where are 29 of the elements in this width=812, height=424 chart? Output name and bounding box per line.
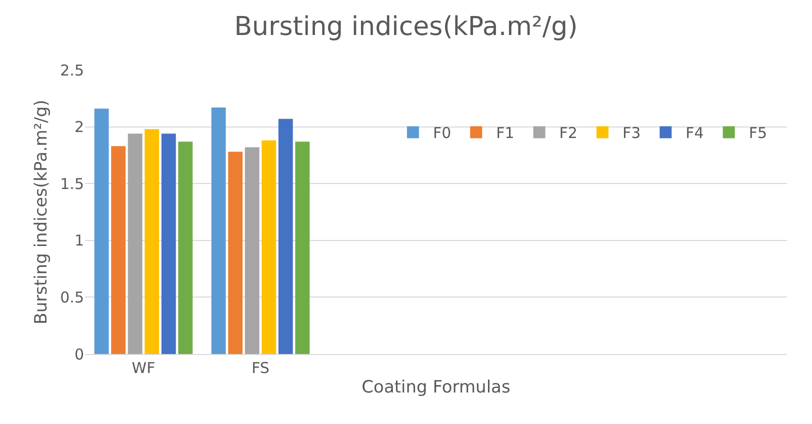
bar [111, 146, 126, 354]
y-tick-label: 0 [74, 345, 84, 364]
bar [211, 107, 226, 354]
y-tick-label: 1.5 [60, 174, 84, 193]
y-axis-title: Bursting indices(kPa.m²/g) [32, 100, 52, 324]
y-tick-label: 0.5 [60, 288, 84, 306]
bar [128, 134, 142, 354]
bar [178, 142, 193, 354]
bar [278, 118, 293, 354]
bar [144, 129, 160, 354]
bar [244, 147, 260, 354]
chart-title: Bursting indices(kPa.m²/g) [234, 12, 578, 42]
x-tick-label: FS [252, 359, 270, 377]
y-tick-label: 2.5 [60, 61, 84, 80]
legend-label: F1 [496, 124, 514, 142]
legend-label: F3 [622, 124, 641, 142]
y-tick-label: 1 [74, 232, 84, 250]
legend-label: F4 [686, 124, 704, 142]
y-tick-label: 2 [74, 118, 84, 136]
legend-label: F5 [748, 124, 767, 142]
bar [161, 134, 176, 354]
bar [228, 152, 243, 354]
x-axis-title: Coating Formulas [362, 377, 510, 398]
bar [94, 108, 109, 354]
legend-label: F2 [559, 124, 578, 142]
x-tick-label: WF [132, 359, 156, 377]
legend-label: F0 [432, 124, 452, 142]
bar [262, 140, 276, 354]
bar [295, 142, 310, 354]
